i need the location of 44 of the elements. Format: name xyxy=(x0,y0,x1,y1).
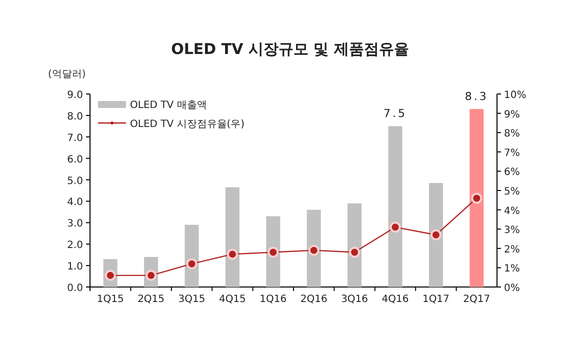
y-tick-label: 8.0 xyxy=(67,111,83,122)
y2-tick-label: 0% xyxy=(504,283,520,294)
y-tick-label: 0.0 xyxy=(67,283,83,294)
y-tick-label: 3.0 xyxy=(67,218,83,230)
x-tick-label: 4Q16 xyxy=(382,294,409,305)
y-tick-label: 7.0 xyxy=(67,132,83,144)
bar xyxy=(225,187,240,287)
bar xyxy=(266,216,280,287)
legend-label: OLED TV 매출액 xyxy=(130,100,207,111)
x-tick-label: 2Q15 xyxy=(138,294,165,305)
y2-tick-label: 6% xyxy=(504,167,520,178)
y-tick-label: 6.0 xyxy=(67,154,83,166)
x-tick-label: 4Q15 xyxy=(218,294,246,305)
x-tick-label: 3Q15 xyxy=(178,294,206,305)
data-label: 8.3 xyxy=(464,90,488,104)
y-tick-label: 1.0 xyxy=(67,262,83,273)
y2-tick-label: 10% xyxy=(504,90,526,101)
bar xyxy=(470,109,484,287)
x-tick-label: 3Q16 xyxy=(341,294,368,305)
y-tick-label: 4.0 xyxy=(67,197,83,208)
y2-tick-label: 3% xyxy=(504,225,520,236)
x-tick-label: 2Q16 xyxy=(300,294,328,305)
bar xyxy=(428,182,443,287)
y2-tick-label: 8% xyxy=(504,128,520,140)
chart-title: OLED TV 시장규모 및 제품점유율 xyxy=(171,40,409,58)
bar xyxy=(306,210,321,287)
y2-tick-label: 1% xyxy=(504,264,520,275)
data-label: 7.5 xyxy=(384,107,407,120)
y2-tick-label: 2% xyxy=(504,244,520,256)
y-tick-label: 2.0 xyxy=(67,240,83,252)
legend-label: OLED TV 시장점유율(우) xyxy=(130,119,245,130)
y2-tick-label: 9% xyxy=(504,109,520,120)
y-tick-label: 5.0 xyxy=(67,176,83,187)
x-tick-label: 1Q16 xyxy=(260,294,287,305)
x-tick-label: 1Q15 xyxy=(96,294,124,305)
bar xyxy=(388,126,402,287)
y2-tick-label: 7% xyxy=(504,148,520,159)
y-tick-label: 9.0 xyxy=(67,90,83,101)
y2-tick-label: 4% xyxy=(504,206,520,217)
y-axis-title: (억달러) xyxy=(48,69,86,80)
bar xyxy=(348,203,362,287)
x-tick-label: 1Q17 xyxy=(422,294,450,305)
x-tick-label: 2Q17 xyxy=(463,294,490,305)
y2-tick-label: 5% xyxy=(504,186,520,198)
